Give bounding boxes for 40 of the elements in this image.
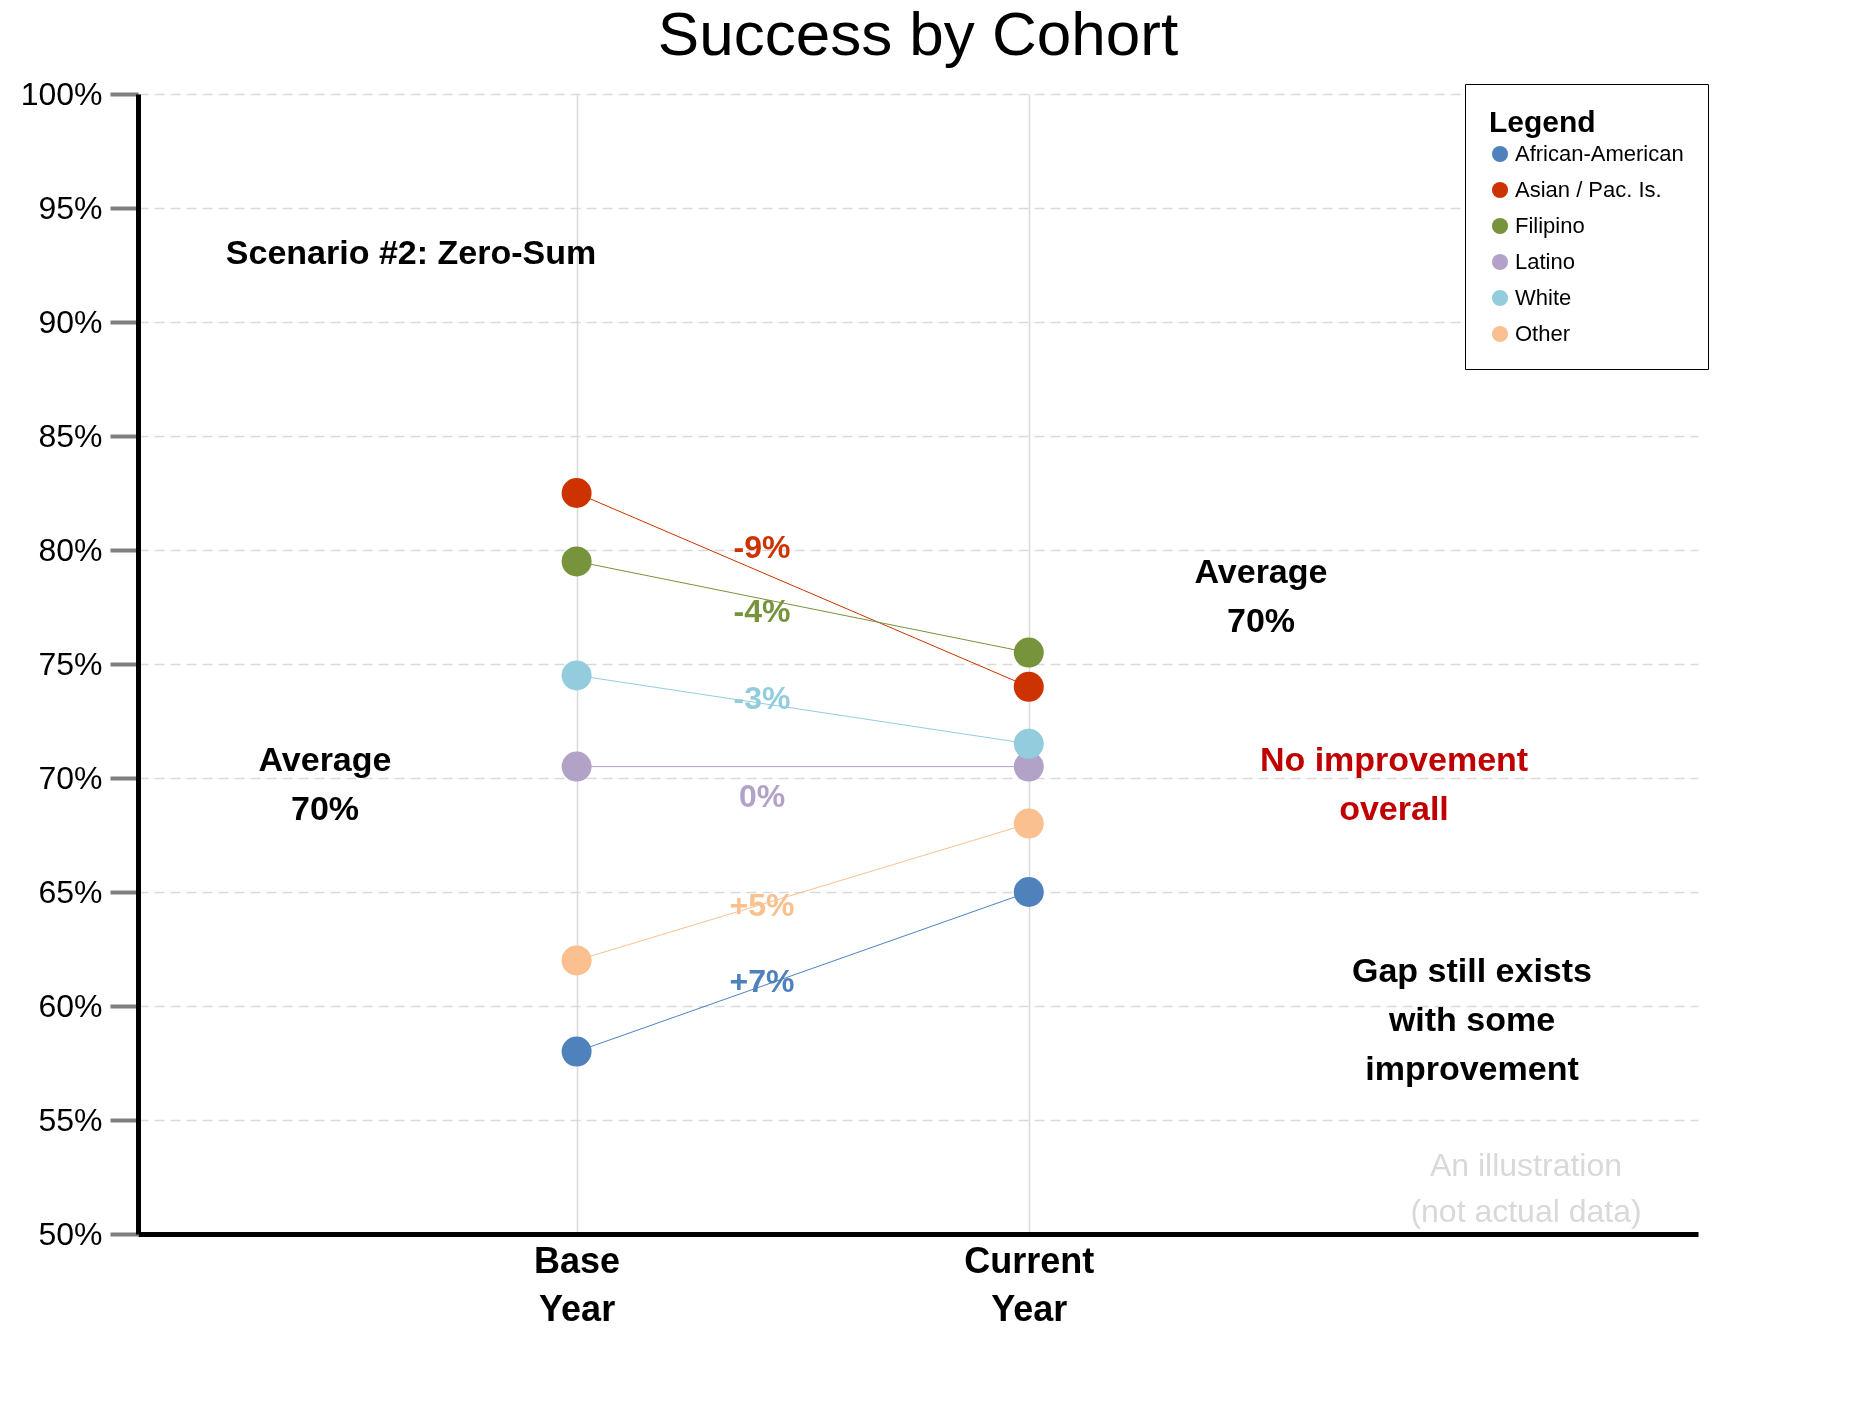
y-tick-label: 75% xyxy=(38,645,103,682)
text: Gap still exists with some improvement xyxy=(1352,951,1592,1087)
x-tick-label: Base Year xyxy=(534,1239,621,1329)
legend-label: African-American xyxy=(1515,141,1684,166)
point xyxy=(561,1036,592,1067)
legend-label: Latino xyxy=(1515,249,1575,274)
y-tick-label: 65% xyxy=(38,873,103,910)
annotation: -9% xyxy=(733,529,791,565)
y-tick-label: 50% xyxy=(38,1215,103,1252)
y-tick-label: 70% xyxy=(38,759,103,796)
point xyxy=(1013,877,1044,907)
y-tick-label: 85% xyxy=(38,417,103,454)
annotation: Average 70% xyxy=(258,740,392,827)
legend-title: Legend xyxy=(1489,105,1596,138)
y-tick-label: 90% xyxy=(38,303,103,340)
point xyxy=(1013,808,1044,839)
annotation: Average 70% xyxy=(1194,552,1328,639)
y-tick-label: 55% xyxy=(38,1101,103,1138)
legend-label: Filipino xyxy=(1515,213,1585,238)
point xyxy=(561,546,592,577)
text: No improvement overall xyxy=(1259,740,1529,827)
legend-label: Other xyxy=(1515,321,1571,346)
legend-label: White xyxy=(1515,285,1572,310)
point xyxy=(1013,671,1044,702)
point xyxy=(561,660,592,691)
annotation: 0% xyxy=(738,778,786,814)
y-tick-label: 80% xyxy=(38,531,103,568)
y-tick-label: 60% xyxy=(38,987,103,1024)
annotation: Scenario #2: Zero-Sum xyxy=(225,233,597,271)
point xyxy=(1013,728,1044,759)
point xyxy=(561,478,592,508)
annotation: -4% xyxy=(733,593,791,629)
x-tick-label: Current Year xyxy=(964,1239,1095,1329)
y-tick-label: 95% xyxy=(38,189,103,226)
legend-label: Asian / Pac. Is. xyxy=(1515,177,1662,202)
point xyxy=(561,751,592,782)
y-tick-label: 100% xyxy=(20,75,103,112)
point xyxy=(561,945,592,976)
point xyxy=(1013,637,1044,668)
chart-title: Success by Cohort xyxy=(657,0,1179,68)
